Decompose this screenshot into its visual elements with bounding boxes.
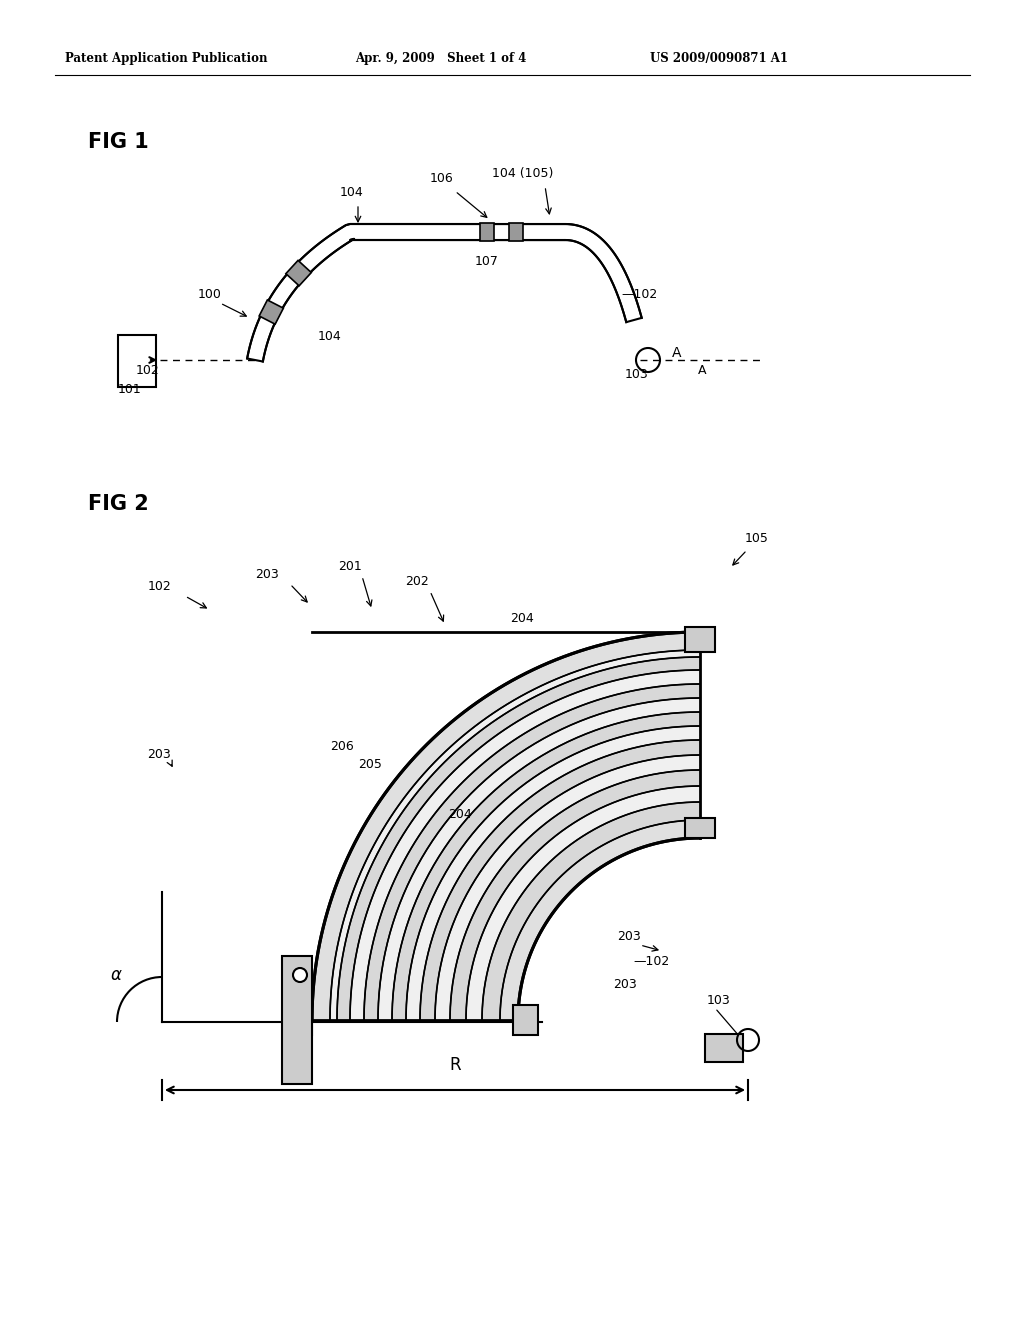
FancyBboxPatch shape bbox=[685, 627, 715, 652]
Text: 100: 100 bbox=[198, 288, 222, 301]
Text: 101: 101 bbox=[118, 383, 141, 396]
Text: 106: 106 bbox=[430, 172, 454, 185]
Text: $\alpha$: $\alpha$ bbox=[110, 966, 123, 983]
Text: US 2009/0090871 A1: US 2009/0090871 A1 bbox=[650, 51, 788, 65]
Polygon shape bbox=[500, 820, 700, 1020]
Polygon shape bbox=[282, 956, 312, 1084]
FancyBboxPatch shape bbox=[509, 223, 523, 242]
Text: 102: 102 bbox=[136, 364, 160, 378]
Polygon shape bbox=[482, 803, 700, 1020]
Bar bbox=[259, 300, 284, 325]
Text: 104: 104 bbox=[340, 186, 364, 199]
Text: 206: 206 bbox=[330, 741, 353, 752]
Bar bbox=[286, 260, 311, 286]
FancyBboxPatch shape bbox=[480, 223, 494, 242]
Text: R: R bbox=[449, 1056, 461, 1074]
Text: Apr. 9, 2009   Sheet 1 of 4: Apr. 9, 2009 Sheet 1 of 4 bbox=[355, 51, 526, 65]
Polygon shape bbox=[350, 671, 700, 1020]
FancyBboxPatch shape bbox=[685, 818, 715, 838]
Text: 103: 103 bbox=[707, 994, 731, 1007]
Text: 103: 103 bbox=[625, 368, 649, 381]
Text: 102: 102 bbox=[148, 579, 172, 593]
Text: Patent Application Publication: Patent Application Publication bbox=[65, 51, 267, 65]
Circle shape bbox=[293, 968, 307, 982]
FancyBboxPatch shape bbox=[513, 1005, 538, 1035]
FancyBboxPatch shape bbox=[287, 1005, 312, 1035]
FancyBboxPatch shape bbox=[118, 335, 156, 387]
Text: 105: 105 bbox=[745, 532, 769, 545]
Text: 203: 203 bbox=[147, 748, 171, 762]
Text: 203: 203 bbox=[255, 568, 279, 581]
FancyBboxPatch shape bbox=[705, 1034, 743, 1063]
Text: 203: 203 bbox=[617, 931, 641, 942]
Text: 104: 104 bbox=[318, 330, 342, 343]
Polygon shape bbox=[450, 770, 700, 1020]
Polygon shape bbox=[247, 224, 642, 362]
Text: 107: 107 bbox=[475, 255, 499, 268]
Polygon shape bbox=[466, 785, 700, 1020]
Polygon shape bbox=[406, 726, 700, 1020]
Text: 201: 201 bbox=[338, 560, 361, 573]
Text: —102: —102 bbox=[633, 954, 670, 968]
Text: 104 (105): 104 (105) bbox=[492, 168, 553, 180]
Polygon shape bbox=[378, 698, 700, 1020]
Text: 204: 204 bbox=[449, 808, 472, 821]
Text: 204: 204 bbox=[510, 612, 534, 624]
Text: 205: 205 bbox=[358, 758, 382, 771]
Text: —102: —102 bbox=[621, 288, 657, 301]
Polygon shape bbox=[435, 755, 700, 1020]
Text: 203: 203 bbox=[613, 978, 637, 991]
Text: 202: 202 bbox=[406, 576, 429, 587]
Polygon shape bbox=[364, 684, 700, 1020]
Polygon shape bbox=[392, 711, 700, 1020]
Text: FIG 1: FIG 1 bbox=[88, 132, 148, 152]
Polygon shape bbox=[420, 741, 700, 1020]
Text: A: A bbox=[698, 364, 707, 378]
Text: A: A bbox=[672, 346, 682, 360]
Polygon shape bbox=[330, 649, 700, 1020]
Polygon shape bbox=[337, 657, 700, 1020]
Text: FIG 2: FIG 2 bbox=[88, 494, 148, 513]
Polygon shape bbox=[312, 632, 700, 1020]
